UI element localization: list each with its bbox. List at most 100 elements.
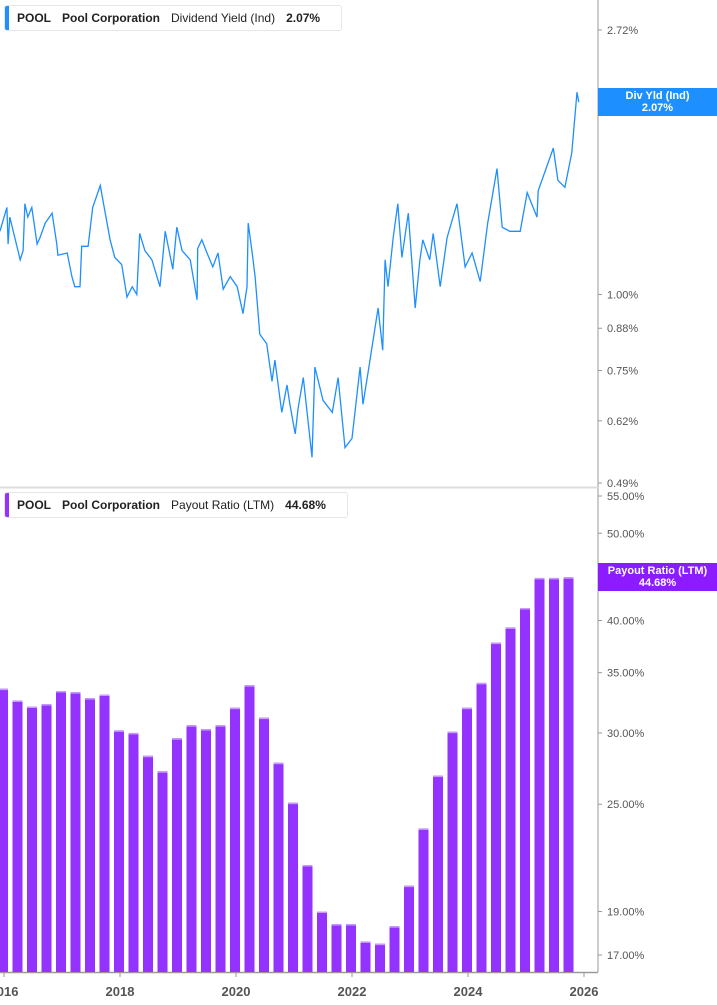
payout-y-axis: 55.00% 50.00% 40.00% 35.00% 30.00% 25.00% 19.0… [598,491,645,962]
payout-bar [12,700,23,972]
legend-metric: Payout Ratio (LTM) [171,498,275,512]
payout-bar-cap [520,607,530,610]
payout-bar-cap [99,694,110,697]
payout-bar-cap [259,717,269,720]
y-tick-label: 25.00% [607,799,645,811]
payout-bar [520,607,530,972]
payout-bar [259,717,269,972]
payout-bar-cap [462,707,472,710]
payout-bar-cap [375,943,385,946]
payout-bar-cap [317,911,327,914]
payout-bar-cap [27,706,37,709]
payout-bar [201,729,211,972]
payout-bar [447,731,458,972]
payout-bar-cap [128,732,139,735]
x-axis: 2016 2018 2020 2022 2024 2026 [0,972,598,999]
payout-bar-cap [273,762,284,765]
payout-bar [360,941,371,972]
payout-bar [99,694,110,972]
payout-legend-swatch [5,493,9,517]
payout-bar-cap [114,730,124,732]
x-tick-label: 2016 [0,984,18,999]
payout-bar [404,885,414,972]
payout-bar [273,762,284,972]
payout-bar [505,627,516,972]
payout-legend: POOL Pool Corporation Payout Ratio (LTM)… [4,492,348,518]
payout-bar-cap [143,755,153,758]
payout-bar [418,828,429,972]
payout-bar [230,707,240,972]
payout-bar [375,943,385,972]
payout-bar-cap [404,885,414,888]
payout-bar-cap [491,642,501,645]
payout-bar-cap [331,924,342,926]
payout-bar [491,642,501,972]
payout-bar-cap [186,725,197,727]
y-tick-label: 0.88% [607,323,638,335]
payout-bars [0,577,574,972]
payout-bar-cap [433,775,443,778]
payout-bar [288,802,298,972]
payout-bar [56,690,66,972]
payout-bar-cap [70,692,81,694]
payout-bar [27,706,37,972]
payout-bar-cap [85,698,95,700]
payout-bar-cap [0,688,8,691]
payout-price-tag: Payout Ratio (LTM) 44.68% [598,563,717,591]
payout-bar-cap [244,685,255,687]
y-tick-label: 50.00% [607,528,645,540]
payout-bar-cap [288,802,298,805]
payout-bar [157,771,168,972]
payout-bar-cap [172,738,182,740]
payout-bar-cap [549,577,559,580]
x-tick-label: 2024 [454,984,484,999]
payout-bar [331,924,342,972]
payout-bar [186,725,197,972]
payout-tag-label: Payout Ratio (LTM) [607,565,708,577]
payout-bar-cap [201,729,211,731]
payout-tag-value: 44.68% [638,577,677,589]
payout-bar [549,577,559,972]
payout-bar-cap [505,627,516,629]
payout-bar [462,707,472,972]
payout-bar [346,924,356,972]
y-tick-label: 40.00% [607,615,645,627]
x-tick-label: 2020 [222,984,251,999]
payout-bar-cap [360,941,371,943]
payout-bar-cap [346,924,356,926]
y-tick-label: 30.00% [607,728,645,740]
payout-bar-cap [12,700,23,702]
payout-bar [114,730,124,972]
x-tick-label: 2022 [338,984,367,999]
y-tick-label: 17.00% [607,950,645,962]
payout-bar [244,685,255,972]
payout-bar-cap [476,682,487,685]
payout-bar [302,865,313,972]
payout-bar [70,692,81,972]
payout-bar-cap [41,704,52,706]
legend-metric: Dividend Yield (Ind) [171,11,276,25]
yield-tag-value: 2.07% [641,102,674,114]
payout-bar [172,738,182,972]
y-tick-label: 35.00% [607,668,645,680]
x-tick-label: 2026 [570,984,599,999]
payout-bar-cap [230,707,240,710]
payout-bar [476,682,487,972]
payout-bar-cap [447,731,458,734]
yield-legend-swatch [5,6,9,30]
y-tick-label: 2.72% [607,25,638,37]
legend-value: 2.07% [286,11,321,25]
payout-bar [215,725,226,972]
payout-bar-cap [215,725,226,727]
yield-tag-label: Div Yld (Ind) [625,90,690,102]
payout-bar-cap [563,577,574,579]
y-tick-label: 1.00% [607,289,638,301]
payout-bar [0,688,8,972]
payout-bar-cap [157,771,168,773]
y-tick-label: 0.49% [607,478,638,490]
yield-price-tag: Div Yld (Ind) 2.07% [598,88,717,116]
payout-bar [41,704,52,972]
legend-ticker: POOL [17,11,52,25]
y-tick-label: 55.00% [607,491,645,503]
